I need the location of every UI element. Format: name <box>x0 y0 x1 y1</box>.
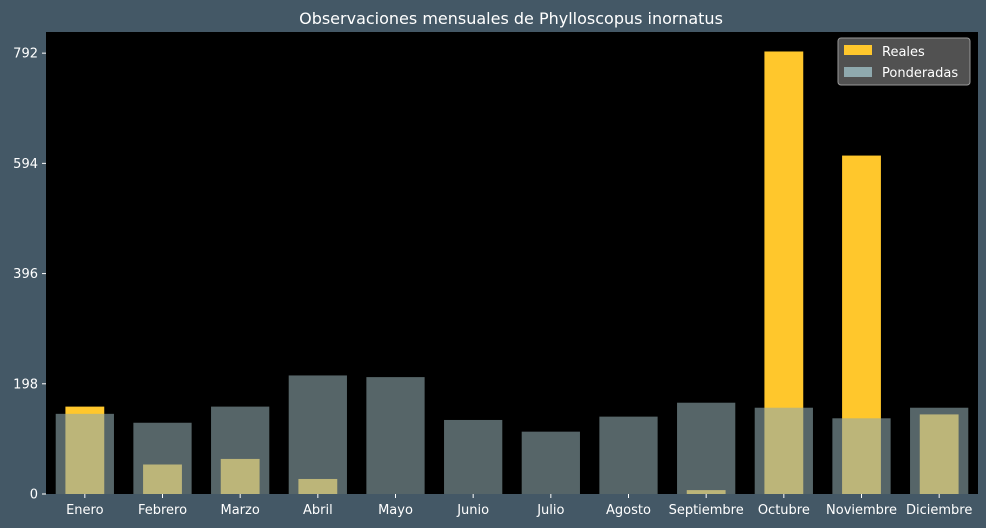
chart-title: Observaciones mensuales de Phylloscopus … <box>299 9 723 28</box>
bar-ponderadas-diciembre <box>910 407 969 494</box>
x-tick-label: Septiembre <box>669 503 744 518</box>
bar-ponderadas-noviembre <box>832 418 891 494</box>
bar-ponderadas-enero <box>55 413 114 494</box>
legend-swatch-ponderadas <box>844 67 872 77</box>
x-tick-label: Marzo <box>221 503 260 518</box>
legend-swatch-reales <box>844 45 872 55</box>
bars-layer <box>55 51 969 494</box>
x-tick-label: Diciembre <box>906 503 972 518</box>
x-tick-label: Junio <box>456 503 489 518</box>
y-tick-label: 0 <box>30 488 38 503</box>
bar-ponderadas-mayo <box>366 377 425 494</box>
x-tick-label: Noviembre <box>826 503 897 518</box>
plot-area <box>46 32 978 494</box>
bar-ponderadas-abril <box>288 375 347 494</box>
x-tick-label: Octubre <box>758 503 810 518</box>
bar-ponderadas-julio <box>521 431 580 494</box>
x-tick-label: Agosto <box>606 503 651 518</box>
y-tick-label: 594 <box>13 157 38 172</box>
bar-ponderadas-marzo <box>211 406 270 494</box>
x-tick-label: Febrero <box>138 503 187 518</box>
bar-ponderadas-febrero <box>133 422 192 494</box>
x-tick-label: Julio <box>536 503 564 518</box>
bar-ponderadas-junio <box>444 419 503 494</box>
legend: Reales Ponderadas <box>837 37 971 86</box>
y-tick-label: 396 <box>13 267 38 282</box>
x-tick-label: Abril <box>303 503 333 518</box>
bar-ponderadas-agosto <box>599 416 658 494</box>
legend-label-reales: Reales <box>882 45 925 60</box>
legend-label-ponderadas: Ponderadas <box>882 66 958 81</box>
axes-layer: Enero Febrero Marzo Abril Mayo Junio Julio Agos… <box>13 47 972 518</box>
y-tick-label: 198 <box>13 377 38 392</box>
bar-ponderadas-octubre <box>754 407 813 494</box>
bar-ponderadas-septiembre <box>677 402 736 494</box>
x-tick-label: Mayo <box>378 503 413 518</box>
x-tick-label: Enero <box>66 503 104 518</box>
y-tick-label: 792 <box>13 47 38 62</box>
